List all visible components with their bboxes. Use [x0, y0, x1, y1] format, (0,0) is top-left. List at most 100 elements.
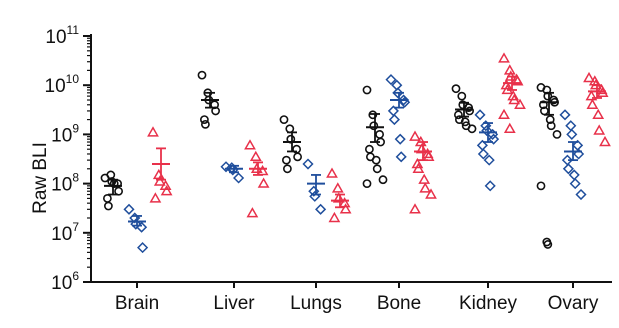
y-tick-base: 10 [51, 125, 72, 146]
y-tick-base: 10 [45, 27, 66, 48]
data-point-triangle [418, 173, 431, 184]
y-tick-label: 109 [51, 121, 79, 146]
y-tick-base: 10 [51, 175, 72, 196]
data-point-triangle [153, 175, 166, 186]
data-point-circle [211, 106, 220, 116]
data-point-triangle [599, 135, 611, 147]
data-point-circle [200, 119, 210, 129]
data-point-diamond [484, 180, 496, 192]
y-tick-exponent: 9 [72, 121, 79, 135]
data-point-diamond [123, 203, 135, 215]
data-point-triangle [160, 185, 173, 196]
data-point-circle [375, 129, 384, 139]
x-tick-label: Kidney [459, 293, 518, 314]
data-point-triangle [249, 150, 262, 162]
data-point-diamond [474, 109, 486, 121]
data-point-triangle [511, 75, 524, 86]
data-point-diamond [477, 148, 489, 160]
data-point-circle [279, 115, 289, 124]
data-point-triangle [412, 162, 425, 173]
y-tick-exponent: 11 [67, 23, 80, 37]
data-point-triangle [583, 71, 595, 83]
data-point-triangle [152, 168, 165, 180]
data-point-diamond [130, 218, 142, 230]
data-point-diamond [395, 151, 407, 163]
data-point-triangle [507, 90, 520, 101]
data-point-diamond [481, 124, 493, 137]
y-tick-base: 10 [51, 224, 72, 245]
x-tick-label: Brain [115, 293, 159, 314]
data-point-triangle [332, 192, 345, 203]
data-point-diamond [392, 87, 404, 99]
data-point-circle [467, 124, 477, 134]
data-point-diamond [483, 154, 495, 166]
y-tick-label: 1011 [45, 23, 79, 48]
data-point-diamond [302, 158, 314, 170]
data-point-diamond [315, 203, 327, 215]
data-point-circle [453, 110, 463, 120]
y-tick-label: 1010 [45, 72, 80, 97]
data-point-diamond [398, 94, 410, 106]
data-point-circle [457, 91, 467, 101]
y-tick-base: 10 [51, 273, 72, 294]
data-point-circle [371, 155, 381, 165]
data-point-circle [285, 124, 295, 134]
data-point-triangle [339, 203, 352, 214]
data-point-triangle [500, 79, 513, 90]
y-tick-exponent: 8 [72, 171, 79, 185]
data-point-circle [281, 155, 291, 165]
data-point-circle [465, 106, 474, 116]
x-tick-label: Liver [213, 293, 255, 314]
data-point-triangle [331, 182, 344, 193]
data-point-triangle [592, 108, 605, 120]
data-point-circle [546, 121, 556, 131]
data-point-triangle [503, 122, 516, 133]
data-point-diamond [388, 114, 400, 126]
data-point-circle [293, 152, 302, 162]
data-point-circle [545, 115, 555, 124]
data-point-diamond [385, 74, 397, 86]
data-point-triangle [246, 207, 259, 218]
data-point-circle [451, 84, 461, 94]
data-point-triangle [244, 139, 256, 150]
data-point-triangle [422, 150, 435, 162]
data-point-triangle [508, 93, 521, 105]
data-point-triangle [326, 167, 338, 178]
y-tick-exponent: 10 [66, 72, 80, 86]
data-point-circle [552, 129, 562, 139]
y-tick-base: 10 [45, 76, 66, 97]
data-point-circle [372, 164, 382, 174]
x-tick-label: Ovary [548, 293, 599, 314]
data-point-triangle [498, 108, 510, 120]
data-point-circle [362, 85, 372, 95]
data-point-circle [282, 164, 292, 174]
data-point-triangle [409, 203, 421, 214]
y-tick-label: 107 [51, 220, 79, 245]
data-point-circle [378, 175, 388, 185]
data-point-triangle [419, 182, 432, 193]
data-point-diamond [136, 221, 148, 233]
data-point-diamond [394, 133, 406, 145]
data-point-triangle [514, 98, 526, 109]
data-point-triangle [257, 177, 270, 188]
data-point-diamond [573, 148, 585, 160]
x-tick-label: Bone [377, 293, 421, 314]
data-point-circle [197, 70, 207, 80]
data-point-diamond [565, 120, 577, 132]
data-point-circle [543, 240, 553, 249]
data-point-circle [103, 194, 112, 203]
marks-layer [100, 52, 611, 254]
data-point-diamond [569, 178, 581, 190]
data-point-triangle [585, 90, 598, 101]
data-point-diamond [568, 169, 580, 181]
y-axis-title: Raw BLI [30, 142, 51, 214]
data-point-circle [364, 144, 374, 154]
data-point-triangle [425, 188, 437, 199]
data-point-triangle [498, 52, 510, 63]
data-point-diamond [233, 172, 245, 184]
y-tick-exponent: 6 [72, 269, 79, 283]
data-point-circle [460, 117, 470, 127]
